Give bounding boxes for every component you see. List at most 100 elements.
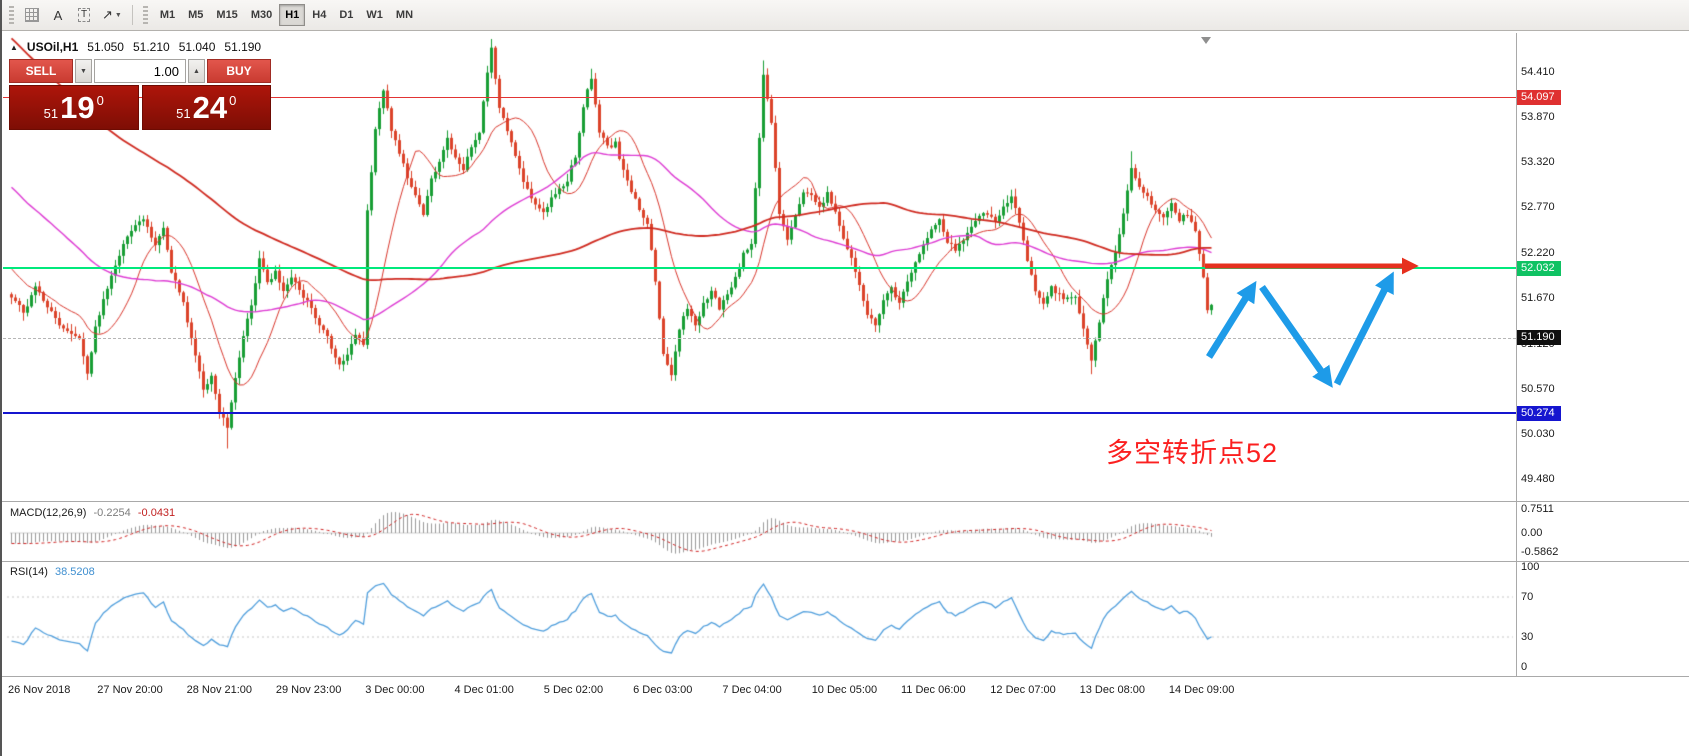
rsi-panel-separator[interactable] <box>0 561 1689 562</box>
toolbar-grip-2[interactable] <box>142 6 148 24</box>
chart-shift-marker[interactable] <box>1201 37 1211 44</box>
macd-name: MACD(12,26,9) <box>10 507 87 519</box>
rsi-axis-label: 100 <box>1521 561 1540 573</box>
sell-price-pips: 19 <box>60 90 95 125</box>
timeframe-H1[interactable]: H1 <box>279 4 306 26</box>
price-axis-label: 53.320 <box>1521 155 1555 168</box>
label-tool-button[interactable]: T <box>72 3 96 27</box>
current-bid-line <box>3 337 1516 339</box>
price-axis-label: 51.670 <box>1521 292 1555 305</box>
timeframe-M5[interactable]: M5 <box>182 4 209 26</box>
rsi-name: RSI(14) <box>10 566 48 578</box>
macd-axis-label: 0.7511 <box>1521 502 1554 515</box>
time-axis-separator <box>0 676 1689 677</box>
shapes-tool-button[interactable] <box>20 3 44 27</box>
ohlc-close: 51.190 <box>224 40 262 54</box>
time-axis-label: 4 Dec 01:00 <box>454 684 514 696</box>
resistance-line[interactable] <box>3 97 1516 99</box>
volume-input[interactable] <box>94 59 186 83</box>
time-axis-label: 12 Dec 07:00 <box>990 684 1056 696</box>
timeframe-D1[interactable]: D1 <box>333 4 359 26</box>
macd-main-value: -0.2254 <box>93 507 131 519</box>
timeframe-M1[interactable]: M1 <box>154 4 181 26</box>
arrows-tool-button[interactable]: ↗ ▼ <box>98 3 126 27</box>
price-axis-border <box>1516 33 1517 676</box>
price-axis-label: 49.480 <box>1521 473 1555 486</box>
resistance-price-badge: 54.097 <box>1517 90 1561 106</box>
time-axis-label: 7 Dec 04:00 <box>722 684 782 696</box>
label-tool-icon: T <box>77 8 91 22</box>
timeframe-M30[interactable]: M30 <box>245 4 278 26</box>
symbol-label: USOil,H1 <box>26 40 79 54</box>
sell-button[interactable]: SELL <box>9 59 73 83</box>
buy-price-pips: 24 <box>192 90 228 125</box>
sell-price-whole: 51 <box>43 105 59 121</box>
collapse-trade-panel-icon[interactable]: ▲ <box>10 42 18 52</box>
time-axis-label: 3 Dec 00:00 <box>365 684 425 696</box>
chart-header: ▲ USOil,H1 51.050 51.210 51.040 51.190 <box>10 40 261 54</box>
macd-axis-label: 0.00 <box>1521 527 1543 539</box>
price-axis-label: 53.870 <box>1521 110 1555 123</box>
time-axis-label: 27 Nov 20:00 <box>97 684 163 696</box>
time-axis-label: 6 Dec 03:00 <box>633 684 693 696</box>
macd-panel-separator[interactable] <box>0 501 1689 502</box>
timeframe-bar: M1 M5 M15 M30 H1 H4 D1 W1 MN <box>154 4 419 26</box>
time-axis-label: 14 Dec 09:00 <box>1168 684 1235 696</box>
rsi-value: 38.5208 <box>54 566 95 578</box>
macd-canvas[interactable] <box>3 503 1516 560</box>
time-axis[interactable]: 26 Nov 2018 27 Nov 20:00 28 Nov 21:00 29 No… <box>0 684 1689 700</box>
current-price-badge: 51.190 <box>1517 330 1561 346</box>
text-tool-button[interactable]: A <box>46 3 70 27</box>
ohlc-low: 51.040 <box>178 40 216 54</box>
pivot-line[interactable] <box>3 267 1516 270</box>
rsi-axis-label: 0 <box>1521 661 1528 673</box>
price-axis-label: 52.770 <box>1521 201 1555 214</box>
time-axis-label: 10 Dec 05:00 <box>811 684 878 696</box>
timeframe-MN[interactable]: MN <box>390 4 419 26</box>
macd-signal-value: -0.0431 <box>137 507 176 519</box>
pivot-price-badge: 52.032 <box>1517 260 1561 276</box>
rsi-axis-label: 70 <box>1521 591 1534 603</box>
sell-price-frac: 0 <box>96 92 104 108</box>
volume-down-button[interactable]: ▼ <box>75 59 92 83</box>
ohlc-open: 51.050 <box>87 40 124 54</box>
support-line[interactable] <box>3 412 1516 415</box>
one-click-trading-panel: SELL ▼ ▲ BUY 51 19 0 51 24 0 <box>9 59 271 130</box>
text-tool-icon: A <box>53 7 63 23</box>
rsi-label: RSI(14) 38.5208 <box>10 566 95 578</box>
macd-axis-label: -0.5862 <box>1521 545 1559 558</box>
price-axis-label: 50.570 <box>1521 383 1555 396</box>
buy-button[interactable]: BUY <box>207 59 271 83</box>
time-axis-label: 13 Dec 08:00 <box>1079 684 1146 696</box>
time-axis-label: 5 Dec 02:00 <box>543 684 604 696</box>
toolbar-separator <box>131 5 133 25</box>
buy-price-whole: 51 <box>176 105 191 121</box>
macd-label: MACD(12,26,9) -0.2254 -0.0431 <box>10 507 175 519</box>
price-axis-label: 50.030 <box>1521 427 1555 440</box>
buy-price-display[interactable]: 51 24 0 <box>141 85 271 130</box>
support-price-badge: 50.274 <box>1517 405 1561 421</box>
price-axis-label: 54.410 <box>1521 66 1555 78</box>
price-axis-label: 52.220 <box>1521 246 1555 259</box>
timeframe-M15[interactable]: M15 <box>210 4 243 26</box>
arrows-dropdown-caret: ▼ <box>114 11 122 19</box>
arrows-tool-icon: ↗ <box>102 7 113 22</box>
time-axis-label: 11 Dec 06:00 <box>901 684 966 696</box>
time-axis-label: 29 Nov 23:00 <box>275 684 342 696</box>
volume-up-button[interactable]: ▲ <box>188 59 205 83</box>
toolbar: A T ↗ ▼ M1 M5 M15 M30 H1 H4 D1 W1 MN <box>0 0 1689 31</box>
shapes-grid-icon <box>25 8 39 22</box>
sell-price-display[interactable]: 51 19 0 <box>9 85 139 130</box>
timeframe-H4[interactable]: H4 <box>306 4 332 26</box>
buy-price-frac: 0 <box>229 92 237 108</box>
timeframe-W1[interactable]: W1 <box>360 4 389 26</box>
time-axis-label: 28 Nov 21:00 <box>186 684 253 696</box>
time-axis-label: 26 Nov 2018 <box>8 684 71 696</box>
window-left-border <box>0 0 2 756</box>
pivot-annotation-text[interactable]: 多空转折点52 <box>1106 438 1279 468</box>
toolbar-grip[interactable] <box>9 6 14 24</box>
ohlc-high: 51.210 <box>132 40 170 54</box>
rsi-canvas[interactable] <box>3 562 1516 675</box>
rsi-axis-label: 30 <box>1521 631 1534 643</box>
